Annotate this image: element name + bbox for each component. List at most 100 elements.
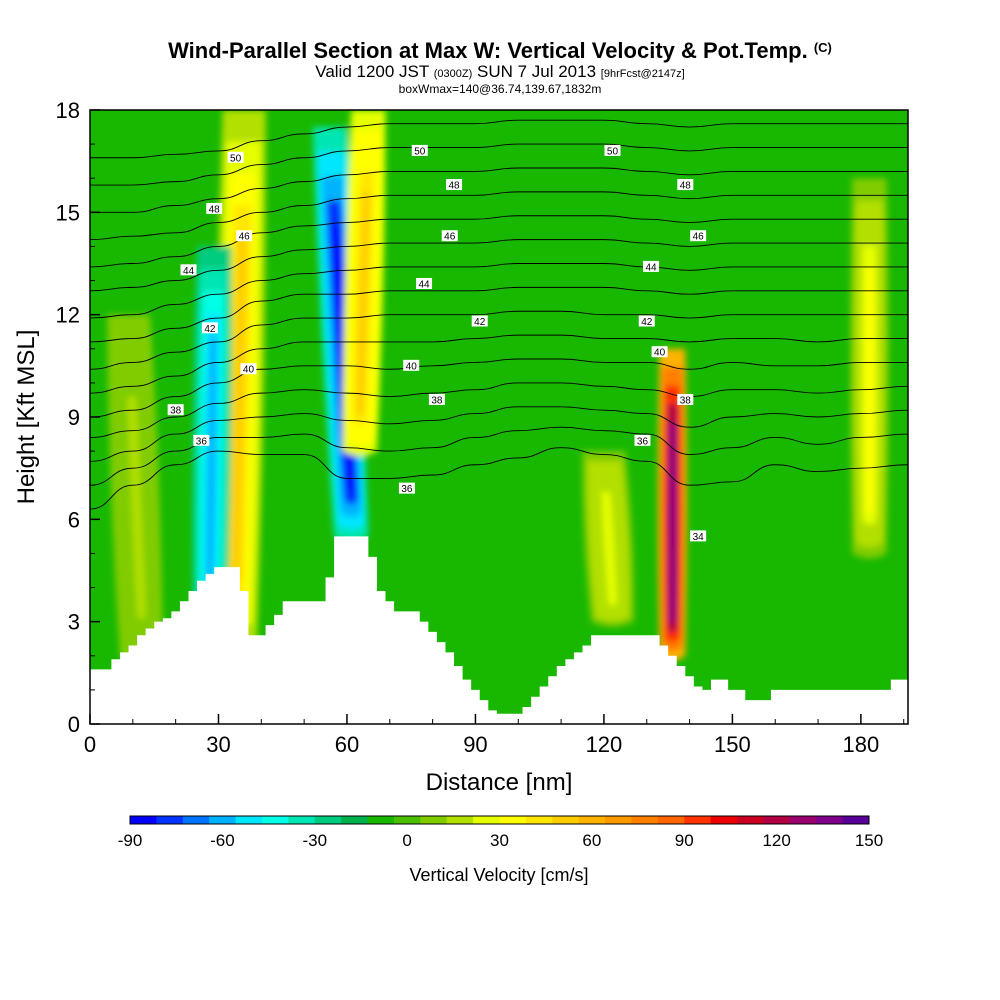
contour-label-bg	[167, 404, 184, 416]
contour-label-bg	[403, 359, 420, 371]
isentrope-contours	[90, 119, 908, 510]
colorbar-swatch	[420, 816, 448, 824]
colorbar-frame	[129, 815, 870, 825]
contour-label-text: 38	[431, 395, 443, 406]
contour-label: 34	[690, 530, 707, 543]
contour-label: 38	[428, 393, 445, 406]
y-tick-label: 3	[68, 610, 80, 635]
contour-label-bg	[411, 144, 428, 156]
contour-labels: 50 50 50 48 48 48 46 46 46 44 44 44 42 42 42 40 40 40 38 38…	[167, 144, 707, 543]
isentrope-line	[90, 310, 908, 370]
isentrope-line	[90, 426, 908, 486]
contour-label-text: 50	[230, 153, 242, 164]
contour-label: 46	[690, 230, 707, 243]
colorbar-swatch	[816, 816, 844, 824]
x-tick-label: 90	[463, 732, 487, 757]
forecast-info: [9hrFcst@2147z]	[600, 68, 685, 80]
contour-label: 42	[201, 322, 218, 335]
colorbar-swatch	[657, 816, 685, 824]
isentrope-line	[90, 406, 908, 462]
contour-label-bg	[428, 393, 445, 405]
contour-label: 48	[206, 202, 223, 215]
isentrope-line	[90, 191, 908, 241]
colorbar-swatch	[446, 816, 474, 824]
y-tick-label: 15	[56, 200, 80, 225]
colorbar-swatch	[763, 816, 791, 824]
colorbar-swatch	[684, 816, 712, 824]
contour-label-text: 40	[406, 361, 418, 372]
valid-utc: (0300Z)	[433, 68, 473, 80]
contour-label-bg	[634, 434, 651, 446]
x-tick-label: 150	[714, 732, 751, 757]
contour-label: 40	[240, 363, 257, 376]
colorbar-swatch	[552, 816, 580, 824]
contour-label-bg	[416, 277, 433, 289]
velocity-band	[127, 396, 146, 620]
colorbar-tick-label: 60	[582, 831, 601, 850]
colorbar-swatch	[182, 816, 210, 824]
y-tick-label: 0	[68, 712, 80, 737]
box-info: boxWmax=140@36.74,139.67,1832m	[398, 82, 602, 96]
isentrope-line	[90, 334, 908, 394]
velocity-band	[356, 191, 370, 416]
velocity-band	[206, 336, 217, 582]
colorbar-swatch	[130, 816, 157, 824]
contour-label-text: 48	[680, 181, 692, 192]
contour-label: 38	[167, 404, 184, 417]
x-tick-label: 0	[84, 732, 96, 757]
contour-label-text: 44	[645, 262, 657, 273]
chart-title-main: Wind-Parallel Section at Max W: Vertical…	[168, 38, 808, 63]
contour-label-text: 42	[641, 317, 653, 328]
isentrope-line	[90, 382, 908, 438]
contour-label-bg	[441, 230, 458, 242]
y-axis-title: Height [Kft MSL]	[13, 330, 40, 505]
contour-label-bg	[651, 346, 668, 358]
contour-label-text: 36	[637, 436, 649, 447]
contour-label: 38	[677, 393, 694, 406]
velocity-band	[669, 422, 676, 625]
contour-label-text: 38	[680, 395, 692, 406]
plot-area: 50 50 50 48 48 48 46 46 46 44 44 44 42 42 42 40 40 40 38 38…	[90, 110, 908, 724]
contour-label: 40	[651, 346, 668, 359]
contour-label-bg	[240, 363, 257, 375]
terrain-mask	[90, 536, 908, 724]
chart-title-block: Wind-Parallel Section at Max W: Vertical…	[0, 36, 1000, 96]
x-axis: 0 30 60 90 120 150 180	[84, 714, 905, 757]
y-tick-label: 18	[56, 98, 80, 123]
colorbar-swatch	[789, 816, 817, 824]
isentrope-line	[90, 239, 908, 292]
copyright-mark: (C)	[813, 40, 832, 55]
contour-label-text: 40	[243, 365, 255, 376]
colorbar-swatch	[235, 816, 263, 824]
colorbar-swatch	[341, 816, 369, 824]
colorbar-swatch	[393, 816, 421, 824]
contour-label-bg	[236, 230, 253, 242]
contour-label: 44	[180, 264, 197, 277]
contour-label-text: 42	[474, 317, 486, 328]
contour-label: 40	[403, 359, 420, 372]
contour-label-bg	[690, 230, 707, 242]
contour-label: 42	[638, 315, 655, 328]
contour-label: 46	[441, 230, 458, 243]
colorbar-swatch	[288, 816, 316, 824]
contour-label: 36	[193, 434, 210, 447]
contour-label-text: 46	[239, 232, 251, 243]
contour-label: 44	[416, 277, 433, 290]
contour-label-text: 46	[693, 232, 705, 243]
colorbar-swatch	[605, 816, 632, 824]
contour-label: 50	[411, 144, 428, 157]
colorbar-tick-label: -90	[118, 831, 143, 850]
isentrope-line	[90, 263, 908, 319]
chart-title: Wind-Parallel Section at Max W: Vertical…	[0, 36, 1000, 63]
y-tick-label: 9	[68, 405, 80, 430]
colorbar-swatch	[209, 816, 237, 824]
contour-label-bg	[677, 179, 694, 191]
valid-time: Valid 1200 JST	[315, 62, 429, 81]
contour-label: 36	[398, 482, 415, 495]
colorbar-tick-label: 90	[675, 831, 694, 850]
colorbar-tick-label: 0	[402, 831, 411, 850]
contour-label-text: 34	[693, 532, 705, 543]
contour-label: 50	[604, 144, 621, 157]
colorbar-swatch	[499, 816, 527, 824]
velocity-band	[231, 236, 247, 581]
